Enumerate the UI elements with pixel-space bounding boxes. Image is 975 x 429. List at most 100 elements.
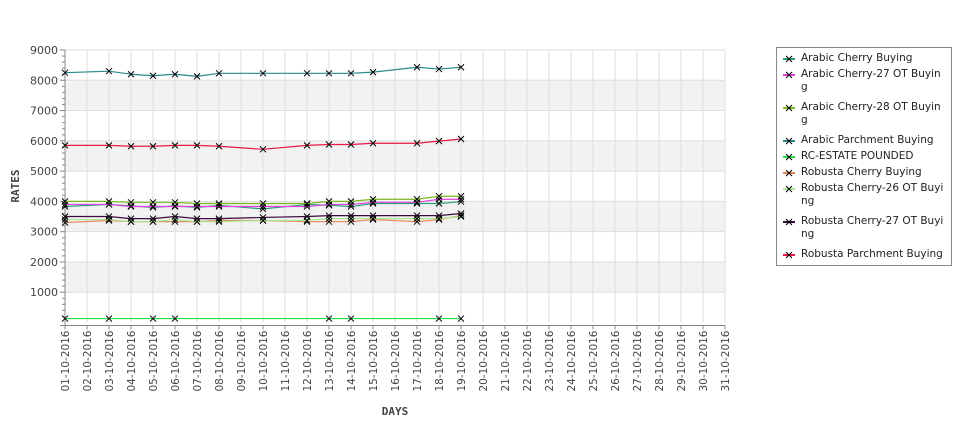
data-point <box>457 63 465 71</box>
data-point <box>171 142 179 149</box>
data-point <box>413 195 421 203</box>
data-point <box>413 215 421 223</box>
legend-marker-icon <box>781 150 801 163</box>
data-point <box>457 195 465 203</box>
data-point <box>457 213 465 220</box>
x-tick-label: 06-10-2016 <box>170 330 182 391</box>
data-point <box>325 215 333 223</box>
data-point <box>193 218 201 226</box>
data-point <box>61 142 69 149</box>
x-tick-label: 10-10-2016 <box>258 330 270 391</box>
legend-item: Arabic Cherry-28 OT Buying <box>777 101 951 127</box>
data-point <box>105 67 113 75</box>
legend-label: Robusta Cherry-26 OT Buying <box>801 182 944 207</box>
data-point <box>215 203 223 210</box>
x-tick-label: 14-10-2016 <box>346 330 358 391</box>
y-tick-label: 5000 <box>30 165 58 178</box>
data-point <box>435 195 443 203</box>
legend-label: Arabic Cherry Buying <box>801 52 913 64</box>
data-point <box>259 69 267 77</box>
data-point <box>193 200 201 207</box>
y-axis-label: RATES <box>9 169 22 202</box>
x-tick-label: 19-10-2016 <box>456 330 468 391</box>
legend-marker-icon <box>781 182 801 195</box>
data-point <box>347 141 355 148</box>
x-tick-label: 08-10-2016 <box>214 330 226 391</box>
data-point <box>457 192 465 200</box>
data-point <box>369 212 377 219</box>
data-point <box>149 204 157 211</box>
data-point <box>127 215 135 223</box>
x-tick-label: 24-10-2016 <box>566 330 578 391</box>
data-point <box>435 215 443 223</box>
data-point <box>127 142 135 150</box>
y-tick-label: 8000 <box>30 74 58 87</box>
data-point <box>413 139 421 147</box>
x-tick-label: 03-10-2016 <box>104 330 116 391</box>
data-point <box>259 217 267 224</box>
legend-label: Robusta Cherry-27 OT Buying <box>801 215 944 240</box>
x-tick-label: 12-10-2016 <box>302 330 314 391</box>
data-point <box>61 69 69 77</box>
data-point <box>413 212 421 219</box>
series-rc-estate-pounded <box>61 315 465 322</box>
data-point <box>259 145 267 153</box>
legend-label: Arabic Parchment Buying <box>801 134 934 146</box>
data-point <box>325 315 333 322</box>
series-arabic-parchment-buying <box>61 63 465 80</box>
data-point <box>105 216 113 223</box>
data-point <box>61 198 69 205</box>
legend-marker-icon <box>781 52 801 65</box>
data-point <box>435 212 443 219</box>
data-point <box>347 212 355 219</box>
data-point <box>325 201 333 208</box>
data-point <box>61 315 69 322</box>
data-point <box>127 218 135 226</box>
data-point <box>303 203 311 210</box>
series-robusta-parchment-buying <box>61 135 465 153</box>
data-point <box>105 213 113 220</box>
data-point <box>457 315 465 322</box>
data-point <box>105 315 113 322</box>
legend-label: Robusta Cherry Buying <box>801 166 922 178</box>
legend: Arabic Cherry Buying Arabic Cherry-27 OT … <box>776 47 952 266</box>
x-tick-label: 31-10-2016 <box>720 330 732 391</box>
data-point <box>215 215 223 223</box>
data-point <box>347 201 355 208</box>
legend-item: Arabic Parchment Buying <box>777 134 951 147</box>
x-tick-label: 04-10-2016 <box>126 330 138 391</box>
data-point <box>171 70 179 78</box>
y-tick-label: 9000 <box>30 44 58 57</box>
data-point <box>347 198 355 205</box>
legend-item: Robusta Cherry Buying <box>777 166 951 179</box>
data-point <box>457 135 465 143</box>
legend-label: Robusta Parchment Buying <box>801 248 943 260</box>
data-point <box>369 215 377 223</box>
x-tick-label: 01-10-2016 <box>60 330 72 391</box>
x-tick-label: 18-10-2016 <box>434 330 446 391</box>
data-point <box>325 212 333 219</box>
data-point <box>347 69 355 77</box>
series-robusta-cherry-26-ot-buying <box>61 213 465 226</box>
legend-label: RC-ESTATE POUNDED <box>801 150 914 162</box>
data-point <box>105 198 113 205</box>
data-point <box>215 142 223 150</box>
data-point <box>347 218 355 226</box>
data-point <box>413 198 421 206</box>
data-point <box>61 213 69 220</box>
legend-marker-icon <box>781 215 801 228</box>
data-point <box>105 201 113 208</box>
x-tick-label: 26-10-2016 <box>610 330 622 391</box>
y-tick-label: 2000 <box>30 256 58 269</box>
x-tick-label: 20-10-2016 <box>478 330 490 391</box>
legend-item: Robusta Cherry-27 OT Buying <box>777 215 951 241</box>
data-point <box>435 65 443 73</box>
data-point <box>149 315 157 322</box>
data-point <box>149 72 157 80</box>
data-point <box>435 192 443 200</box>
data-point <box>303 69 311 77</box>
data-point <box>171 198 179 206</box>
data-point <box>435 315 443 322</box>
legend-marker-icon <box>781 166 801 179</box>
data-point <box>61 201 69 208</box>
